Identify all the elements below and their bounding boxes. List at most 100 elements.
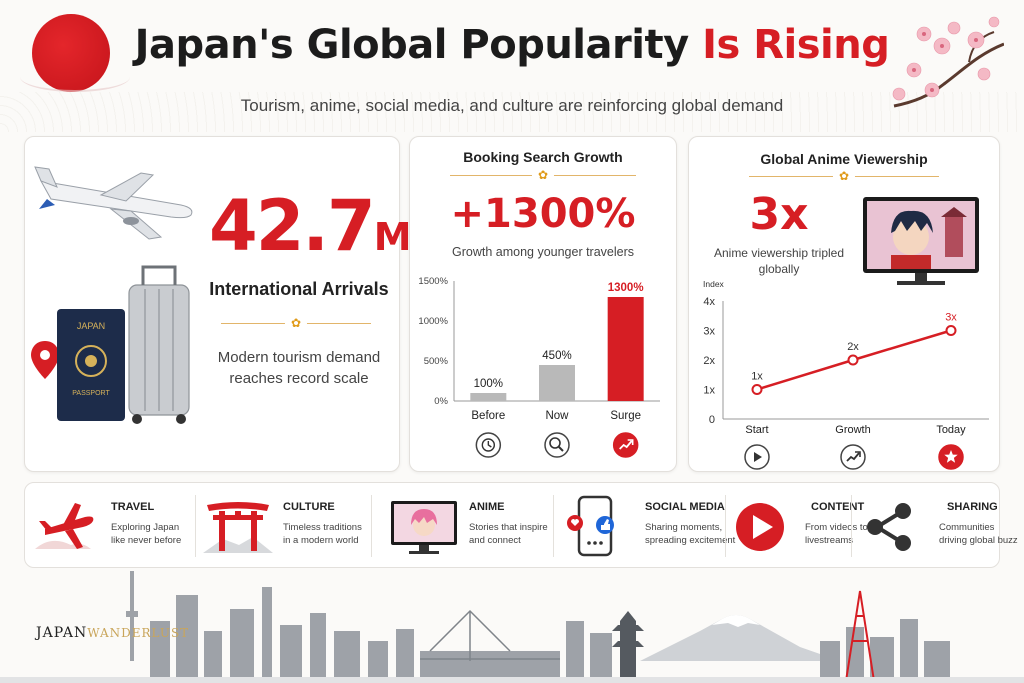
anime-monitor-icon [391, 501, 457, 554]
flower-divider: ✿ [450, 168, 636, 182]
data-point [751, 384, 763, 395]
data-point [847, 354, 859, 366]
anime-caption: Anime viewership tripled globally [713, 246, 845, 276]
flower-divider: ✿ [749, 169, 939, 183]
flower-divider: ✿ [221, 316, 371, 330]
passport-label-text: PASSPORT [72, 390, 110, 397]
sun-wave-decoration [20, 62, 130, 92]
strip-title: TRAVEL [111, 501, 155, 513]
strip-item-anime: ANIME Stories that inspire and connect [389, 491, 549, 561]
strip-divider [725, 495, 726, 557]
search-icon [544, 432, 570, 458]
clock-face [481, 438, 496, 452]
search-handle [558, 446, 564, 452]
strip-title: CULTURE [283, 501, 335, 513]
data-point [945, 325, 957, 336]
x-tick-label: Before [471, 410, 505, 422]
phone-social-icon [567, 495, 614, 557]
data-label: 1300% [608, 282, 644, 294]
y-tick-label: 1000% [418, 316, 448, 327]
y-tick-label: 1x [703, 385, 715, 397]
strip-title: SOCIAL MEDIA [645, 501, 725, 513]
booking-title: Booking Search Growth [463, 149, 623, 165]
search-lens [549, 437, 561, 449]
wave-pattern [0, 92, 1024, 132]
x-tick-label: Now [545, 410, 569, 422]
y-tick-label: 1500% [418, 276, 448, 287]
strip-title: ANIME [469, 501, 505, 513]
strip-title: CONTENT [811, 501, 865, 513]
strip-desc: Exploring Japan like never before [111, 522, 182, 546]
y-tick-label: 2x [703, 355, 715, 367]
title-main: Japan's Global Popularity [134, 22, 689, 68]
x-tick-label: Start [745, 424, 768, 436]
strip-divider [553, 495, 554, 557]
arrivals-label: International Arrivals [209, 279, 389, 299]
growth-chart-icon [840, 444, 866, 470]
play-triangle [754, 452, 762, 462]
x-tick-label: Surge [610, 410, 641, 422]
arrivals-value: 42.7M [209, 185, 412, 267]
data-label: 3x [945, 312, 957, 324]
bar-now [539, 365, 575, 401]
data-label: 1x [751, 371, 763, 383]
airplane-icon [35, 503, 94, 549]
x-tick-label: Growth [835, 424, 870, 436]
anime-headline: 3x [749, 189, 809, 240]
y-tick-label: 500% [424, 356, 449, 367]
strip-divider [371, 495, 372, 557]
map-pin-icon [31, 341, 59, 379]
anime-title: Global Anime Viewership [760, 151, 928, 167]
strip-divider [851, 495, 852, 557]
strip-desc: Timeless traditions in a modern world [283, 522, 362, 546]
cherry-blossom-icon [892, 16, 1004, 108]
y-tick-label: 0 [709, 414, 715, 426]
brand-logo: JAPANWANDERLUST [36, 625, 190, 641]
play-button-icon [736, 503, 784, 551]
trend-arrow [627, 439, 634, 445]
arrivals-description: Modern tourism demand reaches record sca… [217, 349, 381, 387]
anime-line-chart: Index 0 1x 2x 3x 4x 1x Start 2x Growth 3x Today [703, 279, 989, 470]
trend-line [619, 440, 633, 450]
luggage-passport-icon: JAPAN PASSPORT [31, 265, 190, 424]
strip-desc: Communities driving global buzz [939, 522, 1018, 546]
booking-card: Booking Search Growth ✿ +1300% Growth am… [409, 136, 677, 472]
bar-surge [607, 297, 644, 401]
y-axis-title: Index [703, 279, 725, 289]
airplane-icon [34, 166, 193, 240]
data-label: 450% [542, 350, 571, 362]
strip-desc: Sharing moments, spreading excitement [645, 522, 736, 546]
booking-caption: Growth among younger travelers [451, 245, 635, 259]
trend-up-icon [612, 432, 639, 458]
strip-divider [195, 495, 196, 557]
category-strip: TRAVEL Exploring Japan like never before … [24, 482, 1018, 568]
y-tick-label: 4x [703, 296, 715, 308]
y-tick-label: 0% [434, 396, 448, 407]
strip-item-sharing: SHARING Communities driving global buzz [855, 491, 1018, 561]
bar-before [470, 393, 507, 401]
booking-headline: +1300% [450, 191, 636, 237]
y-tick-label: 3x [703, 326, 715, 338]
arrivals-card: JAPAN PASSPORT 42.7M International Arriv… [24, 136, 412, 472]
x-tick-label: Today [936, 424, 966, 436]
data-label: 2x [847, 341, 859, 353]
anime-tv-icon [863, 197, 979, 285]
clock-hands [487, 441, 492, 448]
strip-item-content: CONTENT From videos to livestreams [725, 491, 875, 561]
page-subtitle: Tourism, anime, social media, and cultur… [240, 96, 784, 115]
star-shape [944, 450, 958, 463]
strip-desc: From videos to livestreams [805, 522, 868, 546]
trend-arrow [855, 451, 861, 457]
torii-icon [203, 502, 273, 553]
page-title: Japan's Global Popularity Is Rising [0, 22, 1024, 68]
passport-country-text: JAPAN [77, 321, 105, 331]
title-accent: Is Rising [702, 22, 890, 68]
strip-title: SHARING [947, 501, 998, 513]
share-icon [867, 503, 911, 551]
city-skyline-illustration [0, 571, 1024, 683]
data-label: 100% [474, 378, 503, 390]
booking-bar-chart: 0% 500% 1000% 1500% 100% Before 450% Now 1300% Su… [418, 276, 660, 458]
anime-card: Global Anime Viewership ✿ 3x Anime viewe… [688, 136, 1000, 472]
strip-item-culture: CULTURE Timeless traditions in a modern w… [203, 491, 363, 561]
strip-desc: Stories that inspire and connect [469, 522, 548, 546]
